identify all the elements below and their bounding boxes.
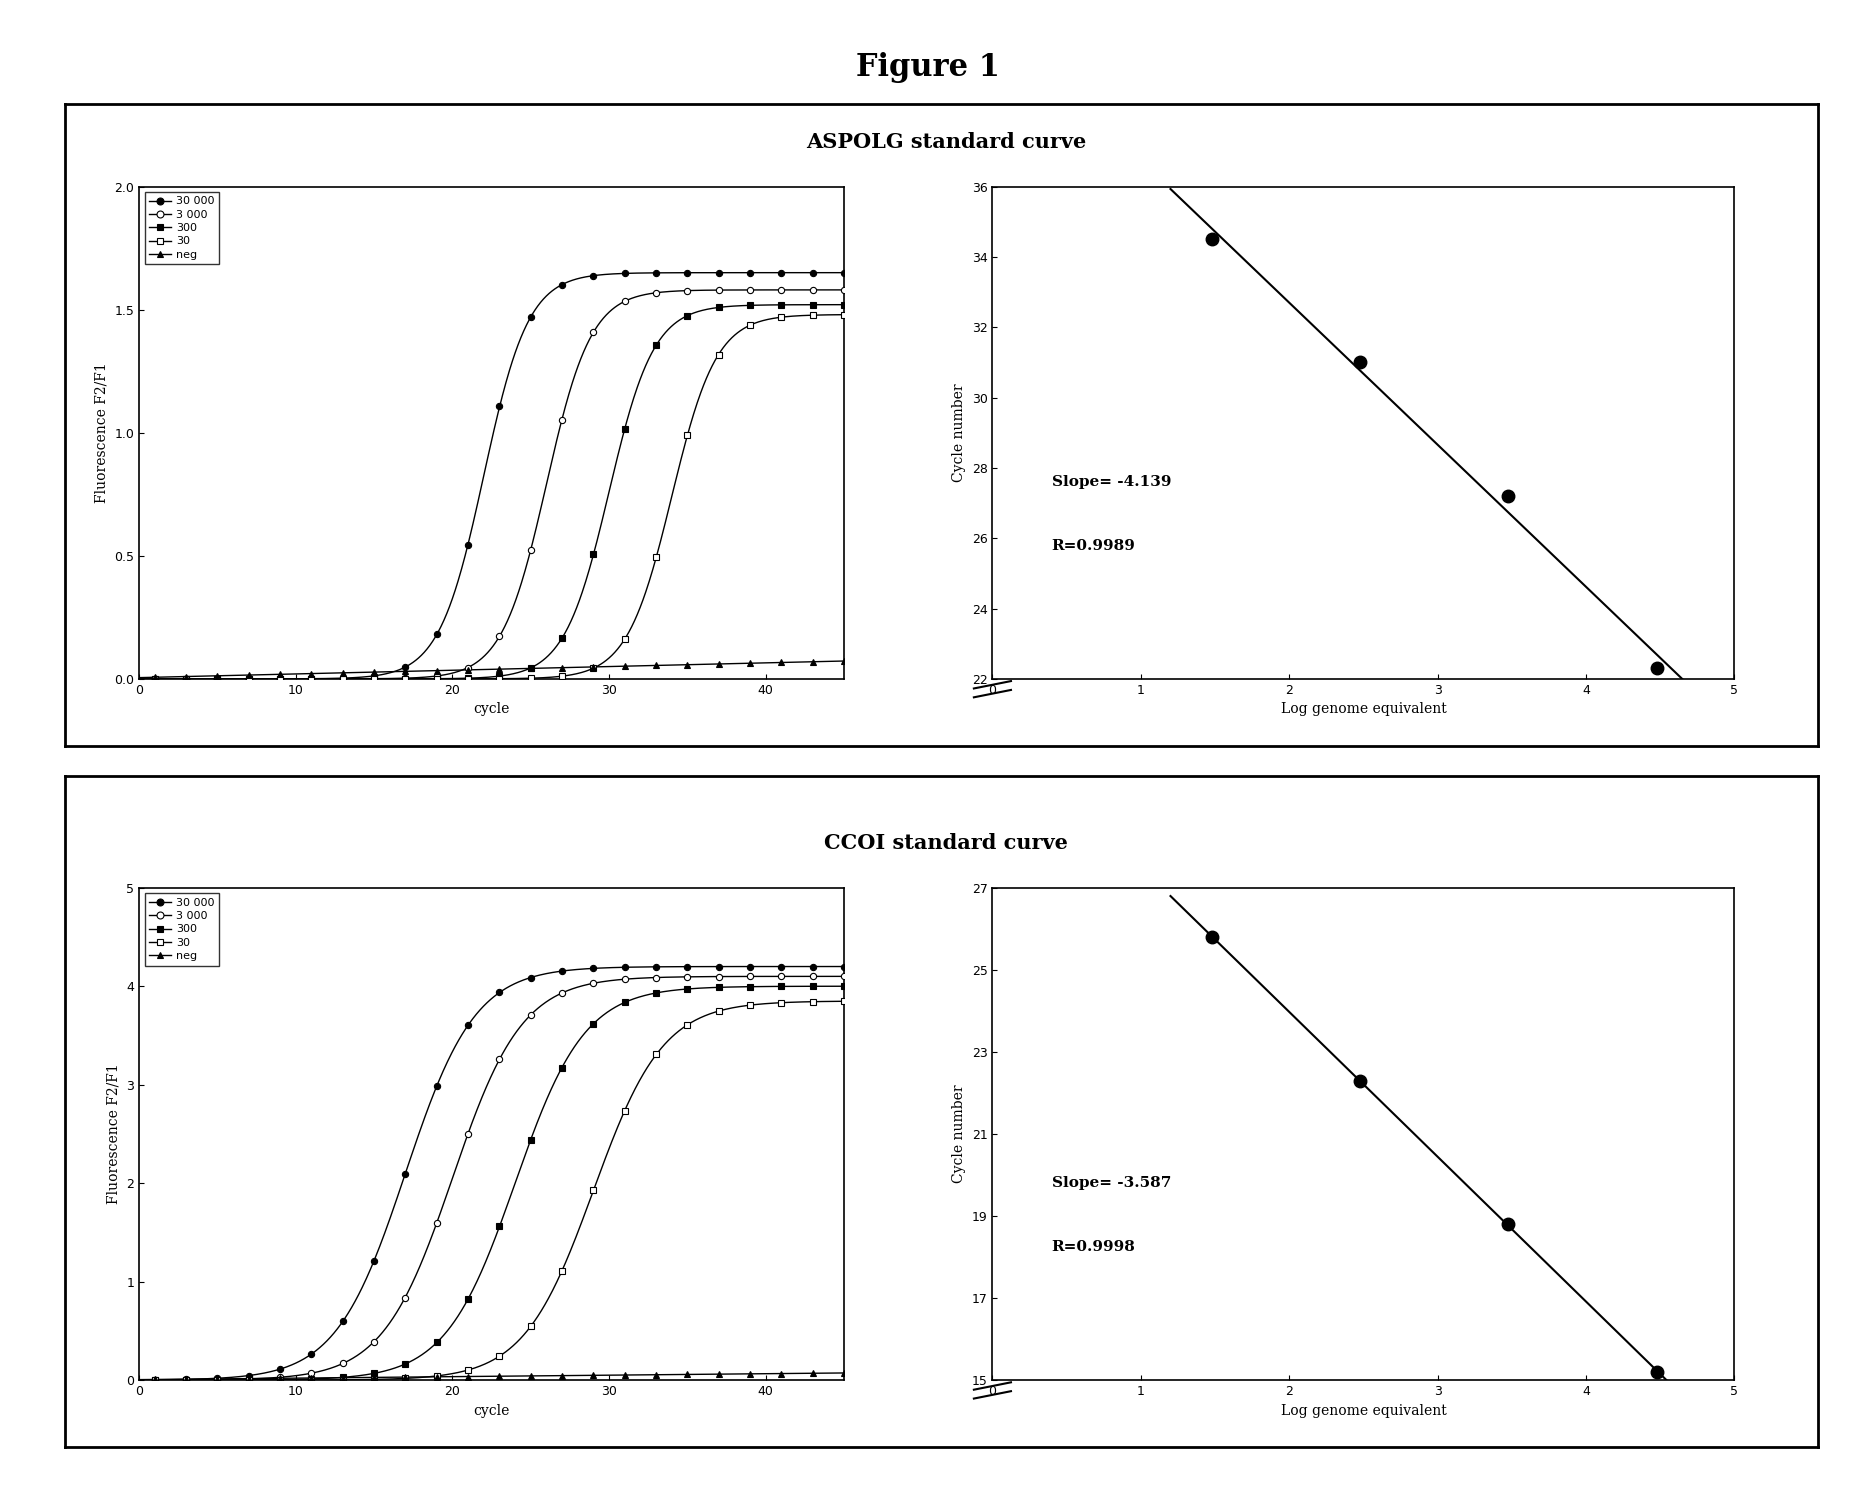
Text: R=0.9989: R=0.9989 <box>1052 539 1135 554</box>
Y-axis label: Cycle number: Cycle number <box>952 383 966 482</box>
X-axis label: Log genome equivalent: Log genome equivalent <box>1280 703 1447 716</box>
X-axis label: cycle: cycle <box>473 1404 510 1417</box>
Y-axis label: Fluorescence F2/F1: Fluorescence F2/F1 <box>95 363 109 503</box>
Y-axis label: Fluorescence F2/F1: Fluorescence F2/F1 <box>108 1064 121 1204</box>
Text: CCOI standard curve: CCOI standard curve <box>824 833 1068 853</box>
Text: Slope= -3.587: Slope= -3.587 <box>1052 1176 1171 1191</box>
Text: Slope= -4.139: Slope= -4.139 <box>1052 474 1171 489</box>
Y-axis label: Cycle number: Cycle number <box>952 1085 966 1183</box>
X-axis label: Log genome equivalent: Log genome equivalent <box>1280 1404 1447 1417</box>
Legend: 30 000, 3 000, 300, 30, neg: 30 000, 3 000, 300, 30, neg <box>145 192 219 264</box>
Text: R=0.9998: R=0.9998 <box>1052 1240 1135 1255</box>
Text: Figure 1: Figure 1 <box>855 52 1000 84</box>
Text: ASPOLG standard curve: ASPOLG standard curve <box>805 131 1087 152</box>
Legend: 30 000, 3 000, 300, 30, neg: 30 000, 3 000, 300, 30, neg <box>145 894 219 965</box>
X-axis label: cycle: cycle <box>473 703 510 716</box>
